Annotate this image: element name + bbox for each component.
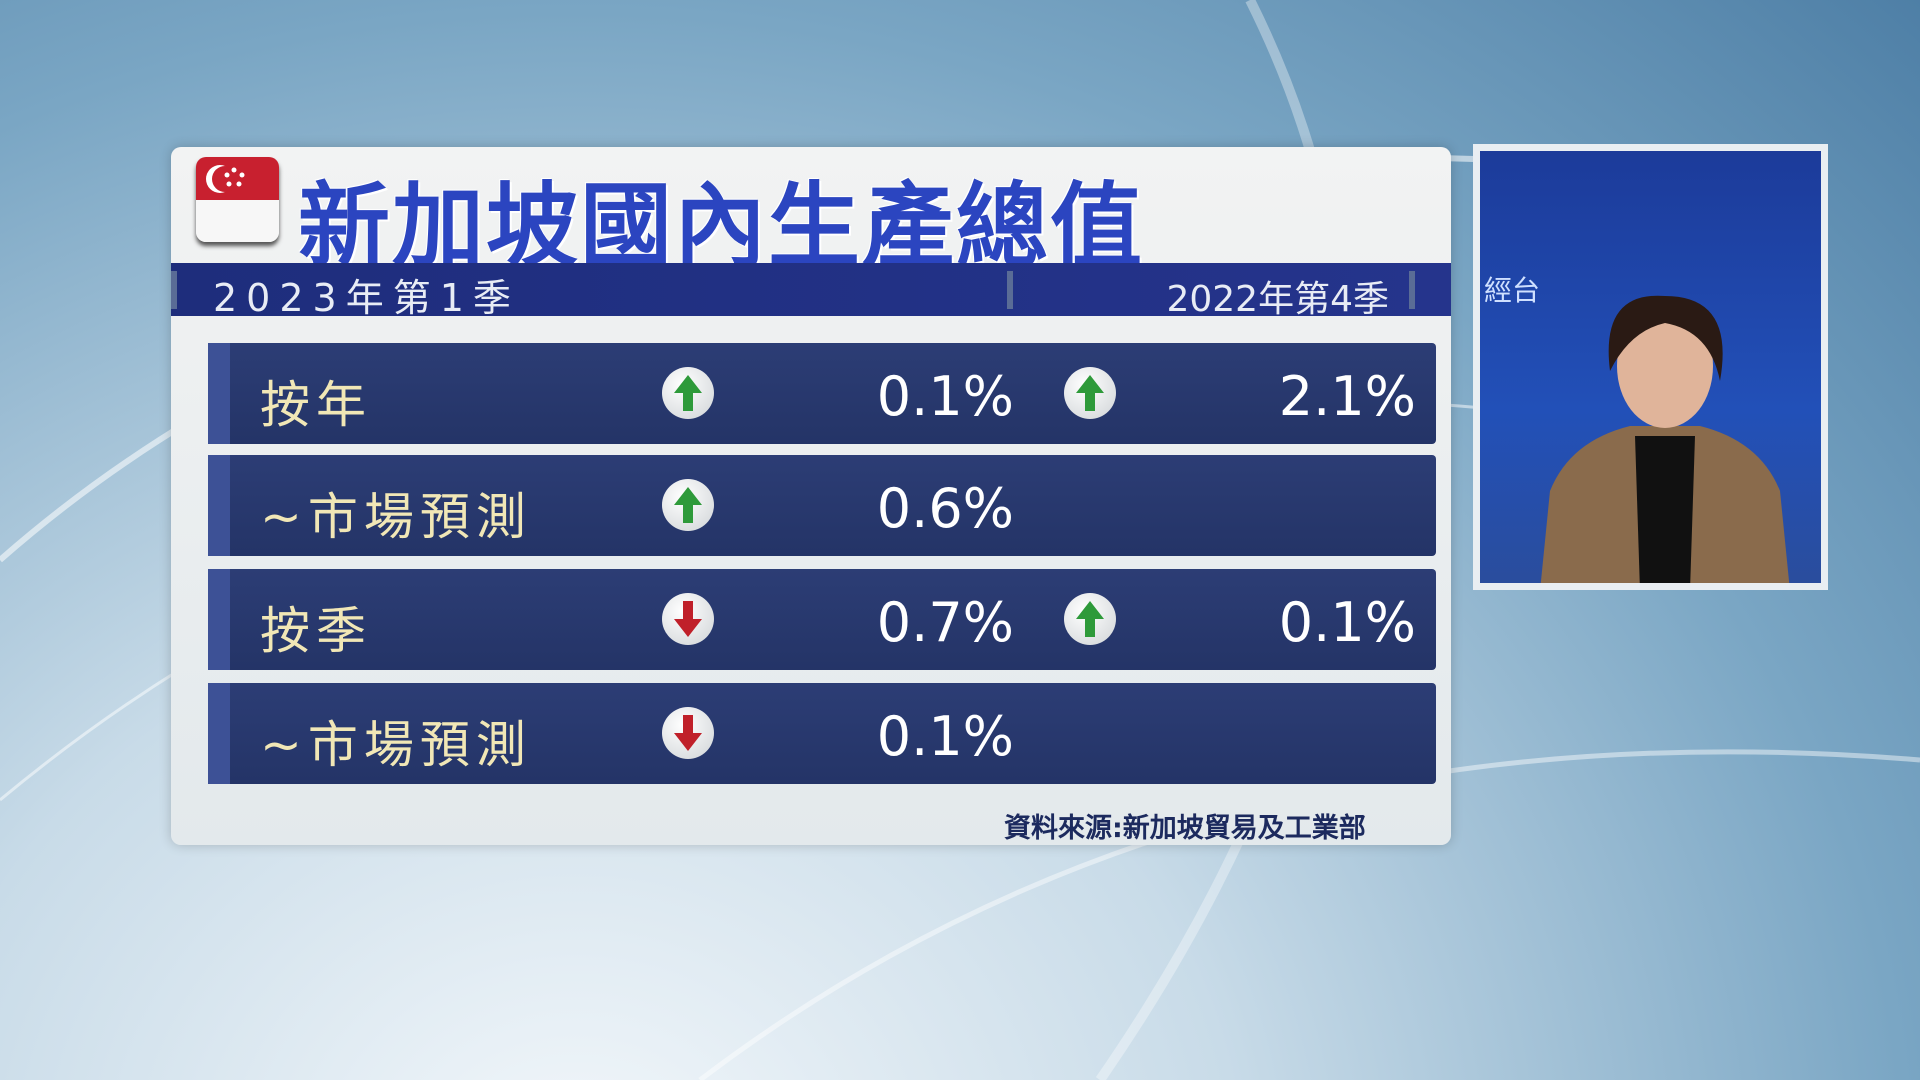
row-accent — [208, 683, 230, 784]
current-period: 2023年第1季 — [213, 276, 520, 320]
table-row: ~市場預測 0.6% — [208, 455, 1436, 556]
row-label: 按年 — [260, 376, 372, 434]
row-label: ~市場預測 — [260, 716, 532, 774]
arrow-up-icon — [662, 479, 714, 531]
period-header: 2023年第1季 2022年第4季 — [171, 263, 1451, 320]
row-accent — [208, 343, 230, 444]
channel-text: 經台 — [1484, 274, 1541, 307]
current-value: 0.7% — [876, 591, 1014, 654]
divider — [1409, 271, 1415, 309]
table-row: ~市場預測 0.1% — [208, 683, 1436, 784]
row-label: 按季 — [260, 602, 372, 660]
row-accent — [208, 455, 230, 556]
anchor-video-inset: 經台 — [1473, 144, 1828, 590]
current-value: 0.6% — [876, 477, 1014, 540]
current-value: 0.1% — [876, 705, 1014, 768]
previous-value: 0.1% — [1278, 591, 1416, 654]
row-label: ~市場預測 — [260, 488, 532, 546]
arrow-up-icon — [1064, 367, 1116, 419]
current-value: 0.1% — [876, 365, 1014, 428]
divider — [1007, 271, 1013, 309]
arrow-up-icon — [1064, 593, 1116, 645]
table-row: 按年 0.1% 2.1% — [208, 343, 1436, 444]
page-title: 新加坡國內生產總值 — [298, 173, 1145, 280]
divider — [171, 271, 177, 309]
source-note: 資料來源:新加坡貿易及工業部 — [1004, 813, 1366, 844]
arrow-down-icon — [662, 593, 714, 645]
previous-period: 2022年第4季 — [1166, 279, 1389, 320]
previous-value: 2.1% — [1278, 365, 1416, 428]
news-anchor-image — [1540, 295, 1790, 583]
table-row: 按季 0.7% 0.1% — [208, 569, 1436, 670]
arrow-down-icon — [662, 707, 714, 759]
arrow-up-icon — [662, 367, 714, 419]
singapore-flag-icon — [196, 157, 279, 242]
row-accent — [208, 569, 230, 670]
